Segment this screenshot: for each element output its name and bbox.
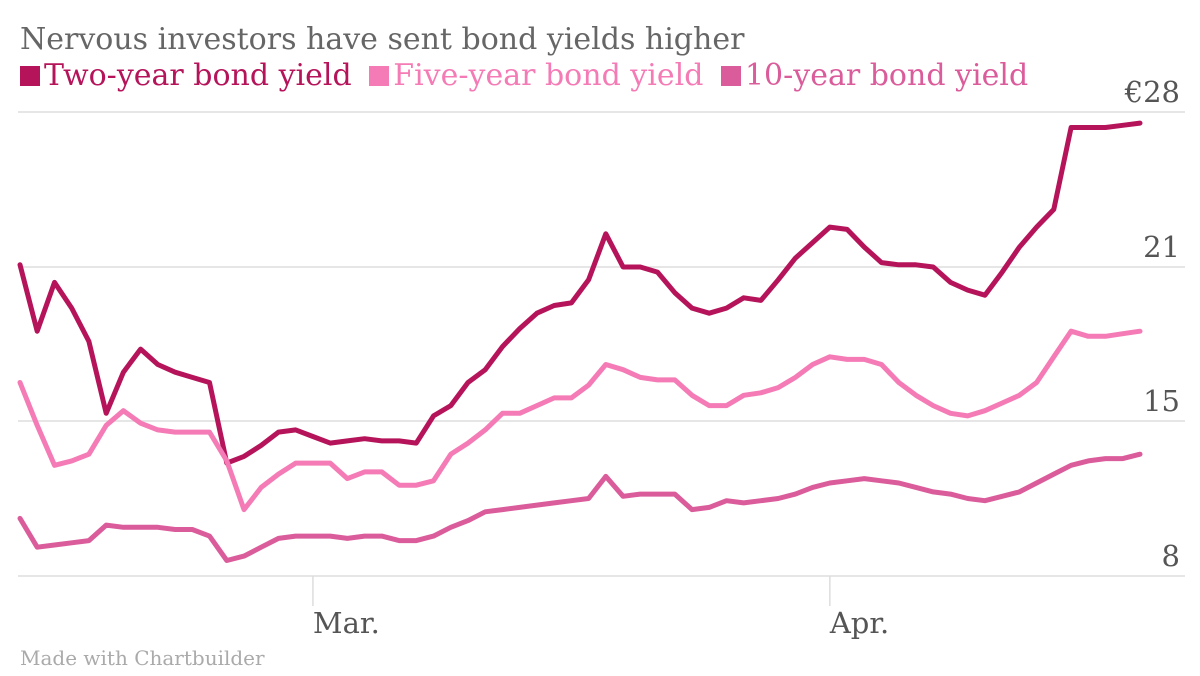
- series-line-five-year: [17, 328, 1143, 513]
- y-tick-label: 15: [1143, 384, 1180, 418]
- legend-item-five-year: Five-year bond yield: [369, 58, 703, 93]
- chart-title: Nervous investors have sent bond yields …: [20, 22, 745, 57]
- x-tick-label: Mar.: [313, 606, 380, 640]
- source-credit: Made with Chartbuilder: [20, 646, 265, 670]
- series-line-two-year: [17, 120, 1143, 466]
- legend-label-ten-year: 10-year bond yield: [744, 58, 1029, 93]
- legend-swatch-ten-year: [720, 65, 741, 86]
- legend: Two-year bond yield Five-year bond yield…: [20, 58, 1036, 94]
- legend-swatch-two-year: [20, 65, 40, 86]
- legend-label-two-year: Two-year bond yield: [44, 58, 352, 93]
- y-tick-label: 21: [1143, 230, 1180, 264]
- x-tick-label: Apr.: [829, 606, 889, 640]
- legend-label-five-year: Five-year bond yield: [393, 58, 704, 93]
- series-line-ten-year: [17, 451, 1143, 563]
- y-tick-label: 8: [1162, 539, 1180, 573]
- legend-item-two-year: Two-year bond yield: [20, 58, 352, 93]
- legend-item-ten-year: 10-year bond yield: [720, 58, 1029, 93]
- y-tick-label: €28: [1124, 75, 1180, 109]
- legend-swatch-five-year: [369, 65, 390, 86]
